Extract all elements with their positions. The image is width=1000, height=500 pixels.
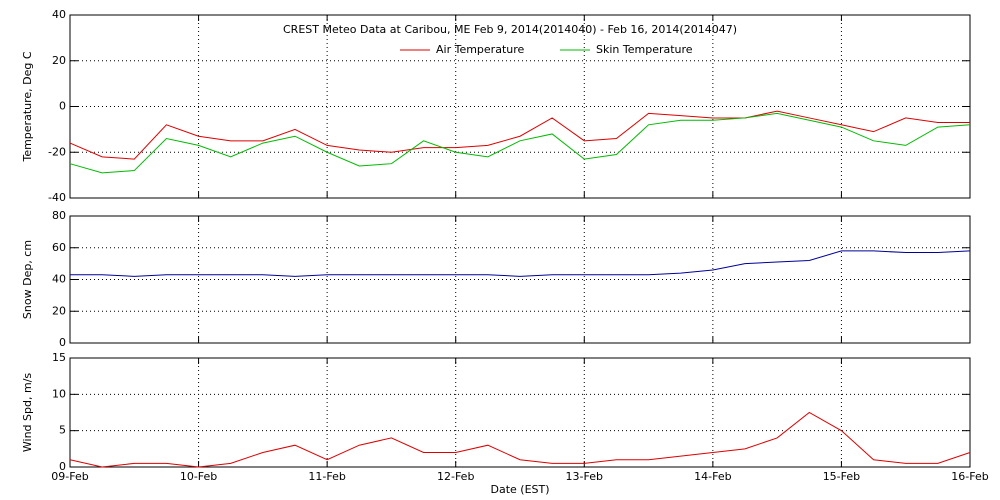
y-tick-label: 10: [52, 387, 66, 400]
y-tick-label: -40: [48, 191, 66, 204]
x-axis-label: Date (EST): [490, 483, 549, 496]
y-tick-label: 15: [52, 351, 66, 364]
y-axis-label: Snow Dep, cm: [21, 240, 34, 319]
x-tick-label: 12-Feb: [437, 470, 474, 483]
legend-label: Air Temperature: [436, 43, 525, 56]
y-tick-label: 20: [52, 54, 66, 67]
data-line: [69, 112, 971, 174]
data-line: [69, 411, 971, 468]
y-tick-label: 80: [52, 209, 66, 222]
chart-title: CREST Meteo Data at Caribou, ME Feb 9, 2…: [283, 23, 737, 36]
data-line: [70, 250, 971, 277]
data-line: [69, 110, 970, 160]
x-tick-label: 10-Feb: [180, 470, 217, 483]
y-tick-label: 40: [52, 8, 66, 21]
y-tick-label: 5: [59, 424, 66, 437]
y-axis-label: Temperature, Deg C: [21, 51, 34, 162]
x-tick-label: 14-Feb: [694, 470, 731, 483]
y-axis-label: Wind Spd, m/s: [21, 373, 34, 453]
x-tick-label: 15-Feb: [823, 470, 860, 483]
legend-label: Skin Temperature: [596, 43, 693, 56]
x-tick-label: 13-Feb: [566, 470, 603, 483]
x-tick-label: 11-Feb: [308, 470, 345, 483]
y-tick-label: 60: [52, 241, 66, 254]
y-tick-label: -20: [48, 145, 66, 158]
y-tick-label: 40: [52, 273, 66, 286]
y-tick-label: 0: [59, 336, 66, 349]
x-tick-label: 09-Feb: [51, 470, 88, 483]
plot-frame: [69, 357, 971, 468]
y-tick-label: 0: [59, 100, 66, 113]
y-tick-label: 0: [59, 460, 66, 473]
x-tick-label: 16-Feb: [951, 470, 988, 483]
y-tick-label: 20: [52, 304, 66, 317]
